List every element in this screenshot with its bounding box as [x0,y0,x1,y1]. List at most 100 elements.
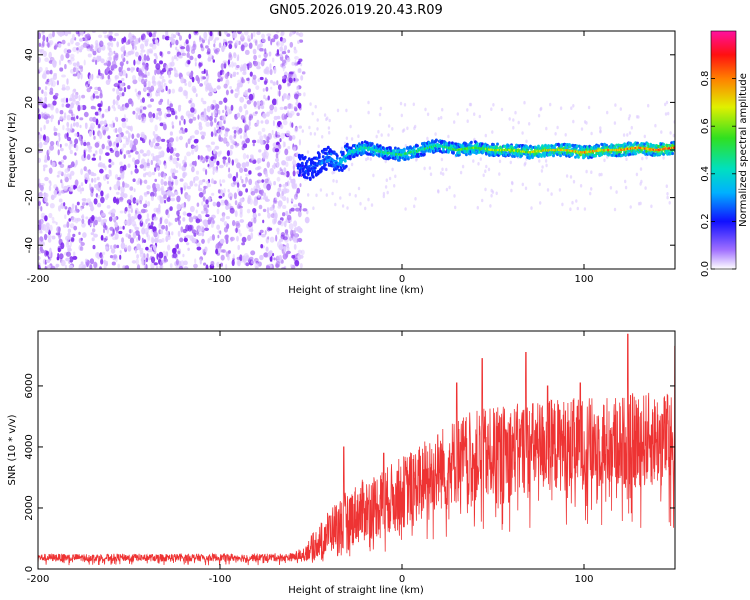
noise-speck [271,38,276,43]
noise-speck [66,136,72,142]
y-tick-label: 0 [24,566,35,572]
noise-speck [403,103,407,107]
noise-speck [213,148,216,155]
noise-speck [67,42,71,47]
noise-speck [150,262,155,269]
noise-speck [190,107,195,113]
noise-speck [154,39,159,44]
noise-speck [233,52,237,57]
noise-speck [229,207,235,214]
noise-speck [232,253,235,260]
noise-speck [43,124,46,130]
noise-speck [152,113,156,119]
noise-speck [69,149,73,155]
spectrogram-cell [443,150,446,154]
noise-speck [265,265,271,269]
noise-speck [170,197,176,202]
noise-speck [121,147,124,152]
noise-speck [217,234,220,239]
noise-speck [168,79,173,84]
noise-speck [127,209,131,213]
noise-speck [98,46,102,53]
spectrogram-cell [634,152,637,156]
noise-speck [275,153,279,159]
noise-speck [158,151,162,156]
noise-speck [76,209,80,213]
noise-speck [216,85,221,90]
noise-speck [161,78,166,83]
noise-speck [158,222,162,229]
noise-speck [614,103,617,107]
noise-speck [210,131,214,138]
noise-speck [73,225,78,231]
noise-speck [194,183,198,187]
spectrogram-cell [630,143,633,147]
noise-speck [448,185,451,190]
noise-speck [67,228,72,233]
noise-speck [168,155,173,162]
noise-speck [171,110,176,116]
noise-speck [207,204,210,208]
noise-speck [161,225,166,230]
noise-speck [230,139,235,144]
noise-speck [528,122,531,126]
noise-speck [440,115,443,120]
spectrogram-cell [370,142,374,146]
noise-speck [136,264,141,269]
spectrogram-cell [329,152,333,156]
noise-speck [104,34,108,39]
noise-speck [38,157,41,163]
noise-speck [308,125,311,130]
noise-speck [665,184,668,188]
noise-speck [53,190,58,195]
noise-speck [83,149,86,154]
noise-speck [140,49,146,53]
noise-speck [126,125,131,129]
noise-speck [172,152,176,157]
noise-speck [75,144,79,152]
noise-speck [292,155,295,161]
noise-speck [52,74,58,80]
noise-speck [323,113,327,117]
noise-speck [218,109,221,115]
spectrogram-cell [324,167,328,171]
noise-speck [286,214,292,221]
noise-speck [628,114,631,118]
noise-speck [345,136,349,141]
noise-speck [180,115,184,121]
noise-speck [269,168,275,175]
noise-speck [267,236,270,240]
spectrogram-cell [313,166,317,170]
noise-speck [51,216,55,221]
noise-speck [262,113,267,119]
noise-speck [123,182,128,188]
noise-speck [38,134,43,139]
spectrogram-cell [297,173,301,177]
noise-speck [220,262,223,267]
spectrogram-cell [527,146,530,150]
noise-speck [71,216,77,223]
noise-speck [244,42,248,46]
noise-speck [154,167,157,172]
noise-speck [176,195,181,203]
noise-speck [316,127,319,131]
noise-speck [630,125,633,130]
spectrogram-cell [335,156,339,160]
noise-speck [68,109,73,114]
noise-speck [59,110,64,115]
noise-speck [164,163,167,170]
noise-speck [49,224,53,232]
spectrogram-cell [311,175,315,179]
noise-speck [142,203,148,208]
noise-speck [227,250,231,254]
noise-speck [152,138,156,144]
noise-speck [267,251,272,258]
noise-speck [282,141,285,148]
noise-speck [154,178,157,182]
noise-speck [46,36,49,43]
noise-speck [172,157,178,165]
noise-speck [289,110,295,116]
noise-speck [166,190,172,196]
noise-speck [92,130,95,136]
noise-speck [181,52,187,57]
